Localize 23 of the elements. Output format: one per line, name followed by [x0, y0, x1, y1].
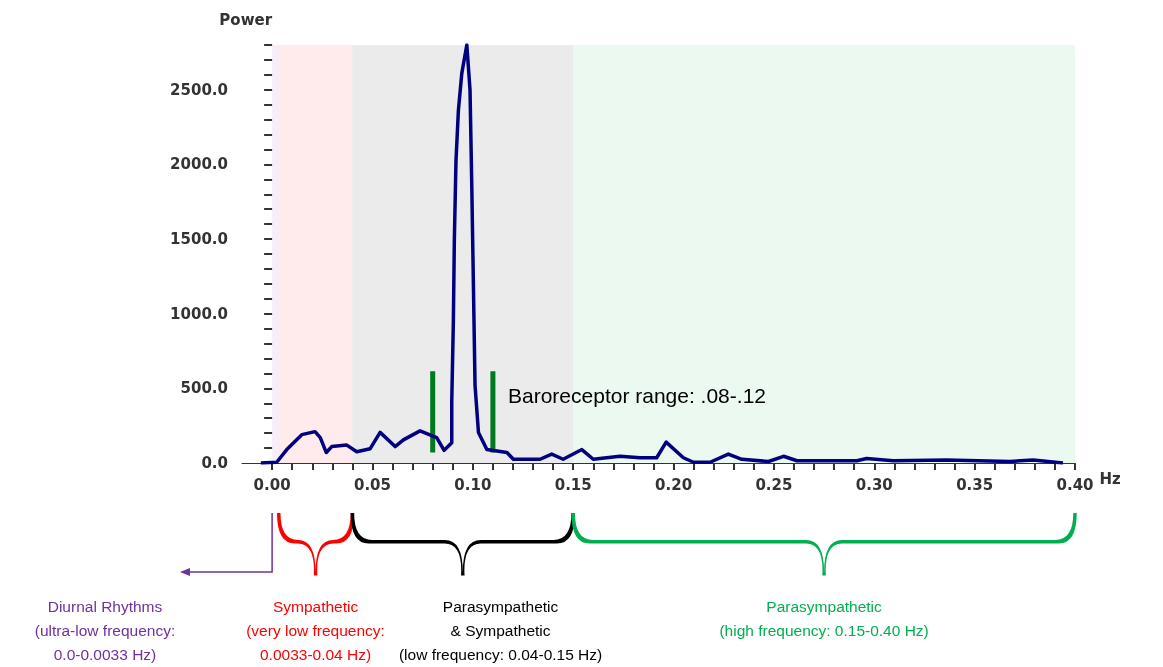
x-tick-label: 0.00: [253, 475, 291, 494]
band-label: Sympathetic (very low frequency: 0.0033-0.04 Hz): [246, 598, 385, 663]
x-tick-label: 0.35: [956, 475, 994, 494]
band-label: Diurnal Rhythms (ultra-low frequency: 0.0-0.0033 Hz): [34, 598, 176, 663]
x-axis-title: Hz: [1099, 469, 1121, 488]
x-tick-label: 0.40: [1056, 475, 1094, 494]
x-tick-label: 0.20: [655, 475, 693, 494]
y-tick-label: 500.0: [180, 379, 228, 398]
x-tick-label: 0.25: [755, 475, 793, 494]
y-axis-title: Power: [219, 10, 273, 29]
x-tick-label: 0.15: [554, 475, 592, 494]
x-tick-label: 0.30: [855, 475, 893, 494]
x-tick-label: 0.10: [454, 475, 492, 494]
y-tick-label: 1500.0: [170, 230, 228, 249]
annotation: Baroreceptor range: .08-.12: [508, 384, 766, 407]
y-tick-label: 2500.0: [170, 80, 228, 99]
x-tick-label: 0.05: [353, 475, 391, 494]
band-label: Parasympathetic & Sympathetic (low frequency: 0.04-0.15 Hz): [398, 598, 603, 663]
y-tick-label: 2000.0: [170, 155, 228, 174]
y-tick-label: 0.0: [201, 454, 228, 472]
band-label: Parasympathetic (high frequency: 0.15-0.40 Hz): [719, 598, 929, 639]
y-tick-label: 1000.0: [170, 304, 228, 323]
line-series: [259, 43, 1065, 465]
